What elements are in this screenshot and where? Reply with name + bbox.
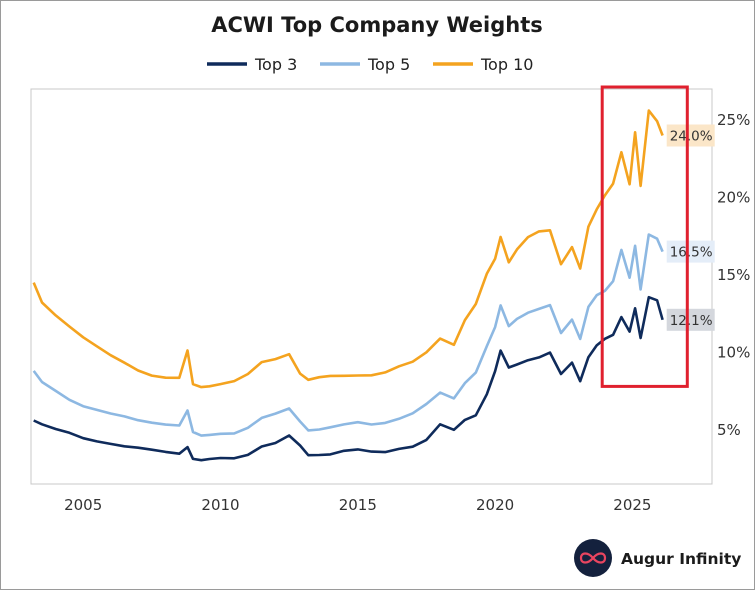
end-label-bg-top5 [666,240,715,263]
highlight-box [600,85,689,388]
end-label-top5: 16.5% [670,245,713,261]
series-line-top5 [32,233,664,437]
brand: Augur Infinity [574,539,741,577]
x-tick-label: 2015 [339,496,377,514]
brand-name: Augur Infinity [621,550,741,568]
legend-label-top5: Top 5 [367,55,410,74]
end-label-bg-top3 [666,308,715,331]
y-tick-label: 20% [717,188,750,206]
end-label-top3: 12.1% [670,313,713,329]
series-layer [32,109,664,462]
x-tick-label: 2025 [613,496,651,514]
series-line-top10 [32,109,664,389]
legend: Top 3 Top 5 Top 10 [207,55,533,74]
end-value-labels: 24.0% 16.5% 12.1% [666,124,715,331]
plot-area [30,88,713,485]
series-line-top3 [33,295,664,462]
x-tick-label: 2005 [64,496,102,514]
end-label-top10: 24.0% [670,129,713,145]
y-tick-label: 5% [717,421,741,439]
y-axis-ticks: 5% 10% 15% 20% 25% [717,111,750,439]
x-axis-ticks: 2005 2010 2015 2020 2025 [64,496,651,514]
infinity-symbol-icon [579,552,607,564]
x-tick-label: 2020 [476,496,514,514]
y-tick-label: 15% [717,266,750,284]
x-tick-label: 2010 [201,496,239,514]
legend-label-top3: Top 3 [254,55,297,74]
y-tick-label: 25% [717,111,750,129]
y-tick-label: 10% [717,343,750,361]
end-label-bg-top10 [666,124,715,147]
chart-title: ACWI Top Company Weights [211,13,543,37]
legend-label-top10: Top 10 [480,55,533,74]
